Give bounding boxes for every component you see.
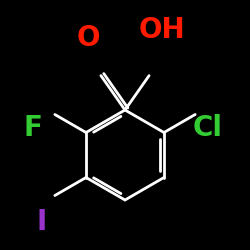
Text: I: I	[37, 208, 47, 236]
Text: F: F	[24, 114, 42, 142]
Text: OH: OH	[139, 16, 185, 44]
Text: Cl: Cl	[193, 114, 223, 142]
Text: O: O	[76, 24, 100, 52]
